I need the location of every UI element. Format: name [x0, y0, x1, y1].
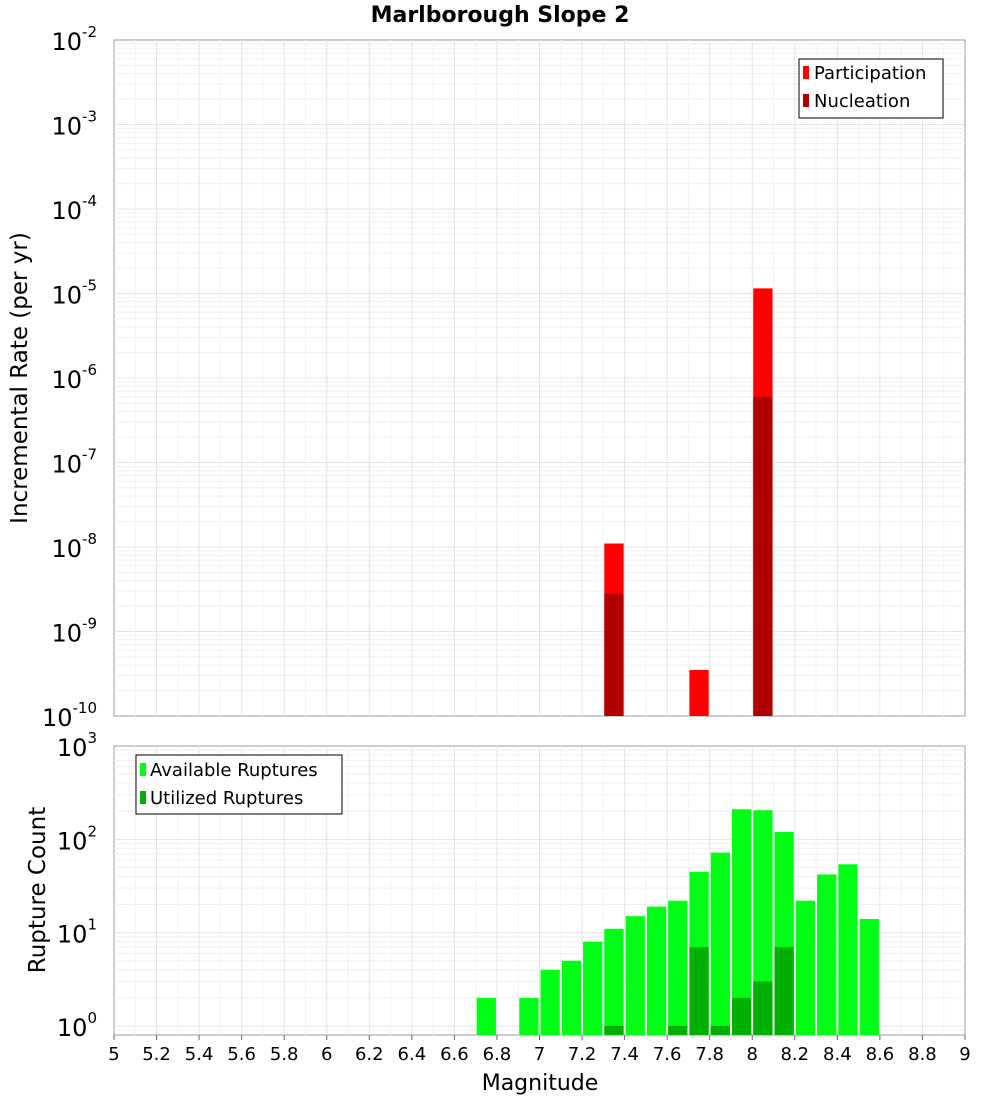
rate-y-tick-label: 10-8	[51, 530, 97, 563]
x-tick-label: 9	[959, 1044, 970, 1065]
rate-bar-nucleation	[604, 593, 624, 716]
rate-legend: Participation Nucleation	[798, 58, 944, 119]
x-tick-label: 5	[108, 1044, 119, 1065]
rate-y-tick-label: 10-5	[51, 277, 97, 310]
x-tick-label: 8	[747, 1044, 758, 1065]
count-bars	[476, 809, 879, 1035]
count-bar-available-ruptures	[625, 916, 645, 1035]
count-bar-utilized-ruptures	[753, 981, 773, 1035]
legend-swatch-available	[140, 763, 146, 776]
x-tick-label: 6.4	[398, 1044, 427, 1065]
rate-y-tick-label: 10-9	[51, 615, 97, 648]
count-y-tick-label: 101	[57, 916, 97, 949]
x-tick-label: 7.6	[653, 1044, 682, 1065]
legend-swatch-participation	[803, 66, 809, 79]
count-bar-available-ruptures	[731, 809, 752, 1035]
x-tick-label: 8.6	[866, 1044, 895, 1065]
count-legend: Available Ruptures Utilized Ruptures	[135, 754, 343, 815]
x-tick-label: 5.4	[185, 1044, 214, 1065]
count-bar-utilized-ruptures	[668, 1025, 688, 1035]
rate-y-tick-label: 10-4	[51, 192, 97, 225]
count-bar-available-ruptures	[668, 900, 688, 1035]
rate-y-tick-label: 10-3	[51, 108, 97, 141]
rate-y-axis-label: Incremental Rate (per yr)	[7, 232, 33, 524]
count-y-tick-label: 100	[57, 1009, 97, 1042]
x-tick-label: 5.8	[270, 1044, 299, 1065]
count-bar-available-ruptures	[519, 997, 539, 1035]
legend-label-participation: Participation	[814, 63, 926, 84]
x-tick-label: 6.6	[440, 1044, 469, 1065]
rate-y-tick-label: 10-6	[51, 361, 97, 394]
count-bar-available-ruptures	[476, 997, 496, 1035]
x-ticks: 5 5.2 5.4 5.6 5.8 6 6.2 6.4 6.6 6.8 7 7.2 7.4 7.6 7.8 8…	[108, 1035, 971, 1065]
x-tick-label: 5.2	[142, 1044, 171, 1065]
count-y-axis-label: Rupture Count	[25, 807, 51, 973]
count-y-tick-label: 103	[57, 729, 97, 762]
x-tick-label: 7	[534, 1044, 545, 1065]
rate-legend-box	[798, 58, 944, 119]
legend-label-nucleation: Nucleation	[814, 91, 910, 112]
legend-swatch-utilized	[140, 791, 146, 804]
rate-y-ticks: 10-2 10-3 10-4 10-5 10-6 10-7 10-8 10-9 10-10	[42, 23, 97, 732]
count-bar-utilized-ruptures	[731, 997, 752, 1035]
rate-gridlines	[114, 40, 965, 716]
count-bar-available-ruptures	[795, 900, 816, 1035]
rate-panel: 10-2 10-3 10-4 10-5 10-6 10-7 10-8 10-9 10-10 In…	[7, 23, 966, 732]
count-bar-utilized-ruptures	[774, 947, 794, 1035]
rate-bars	[604, 288, 773, 716]
x-axis-label: Magnitude	[482, 1071, 599, 1096]
rate-y-tick-label: 10-7	[51, 446, 97, 479]
count-bar-utilized-ruptures	[689, 947, 709, 1035]
count-bar-available-ruptures	[838, 864, 858, 1035]
legend-label-available: Available Ruptures	[150, 760, 318, 781]
count-bar-available-ruptures	[583, 941, 603, 1035]
count-bar-available-ruptures	[646, 906, 667, 1035]
x-tick-label: 8.4	[823, 1044, 852, 1065]
x-tick-label: 7.4	[610, 1044, 639, 1065]
rate-y-tick-label: 10-10	[42, 699, 97, 732]
count-bar-available-ruptures	[540, 969, 560, 1035]
count-bar-available-ruptures	[753, 810, 773, 1035]
x-tick-label: 6.2	[355, 1044, 384, 1065]
count-bar-available-ruptures	[859, 919, 879, 1035]
count-bar-available-ruptures	[817, 874, 837, 1035]
count-bar-utilized-ruptures	[604, 1025, 624, 1035]
rate-bar-participation	[689, 670, 709, 716]
count-legend-box	[135, 754, 343, 815]
rate-y-tick-label: 10-2	[51, 23, 97, 56]
count-panel: 103 102 101 100 5 5.2 5.4 5.6 5.8 6 6.2 6.4 6.6 6.8 7…	[25, 729, 971, 1096]
count-bar-utilized-ruptures	[710, 1025, 730, 1035]
count-y-tick-label: 102	[57, 822, 97, 855]
x-tick-label: 8.8	[908, 1044, 937, 1065]
count-bar-available-ruptures	[561, 960, 582, 1035]
x-tick-label: 7.2	[568, 1044, 597, 1065]
x-tick-label: 7.8	[695, 1044, 724, 1065]
x-tick-label: 5.6	[227, 1044, 256, 1065]
x-tick-label: 8.2	[780, 1044, 809, 1065]
legend-swatch-nucleation	[803, 94, 809, 107]
count-bar-available-ruptures	[604, 928, 624, 1035]
x-tick-label: 6	[321, 1044, 332, 1065]
count-bar-available-ruptures	[710, 852, 730, 1035]
count-y-ticks: 103 102 101 100	[57, 729, 97, 1042]
legend-label-utilized: Utilized Ruptures	[150, 788, 303, 809]
x-tick-label: 6.8	[483, 1044, 512, 1065]
chart-title: Marlborough Slope 2	[371, 3, 630, 28]
rate-bar-nucleation	[753, 396, 773, 716]
